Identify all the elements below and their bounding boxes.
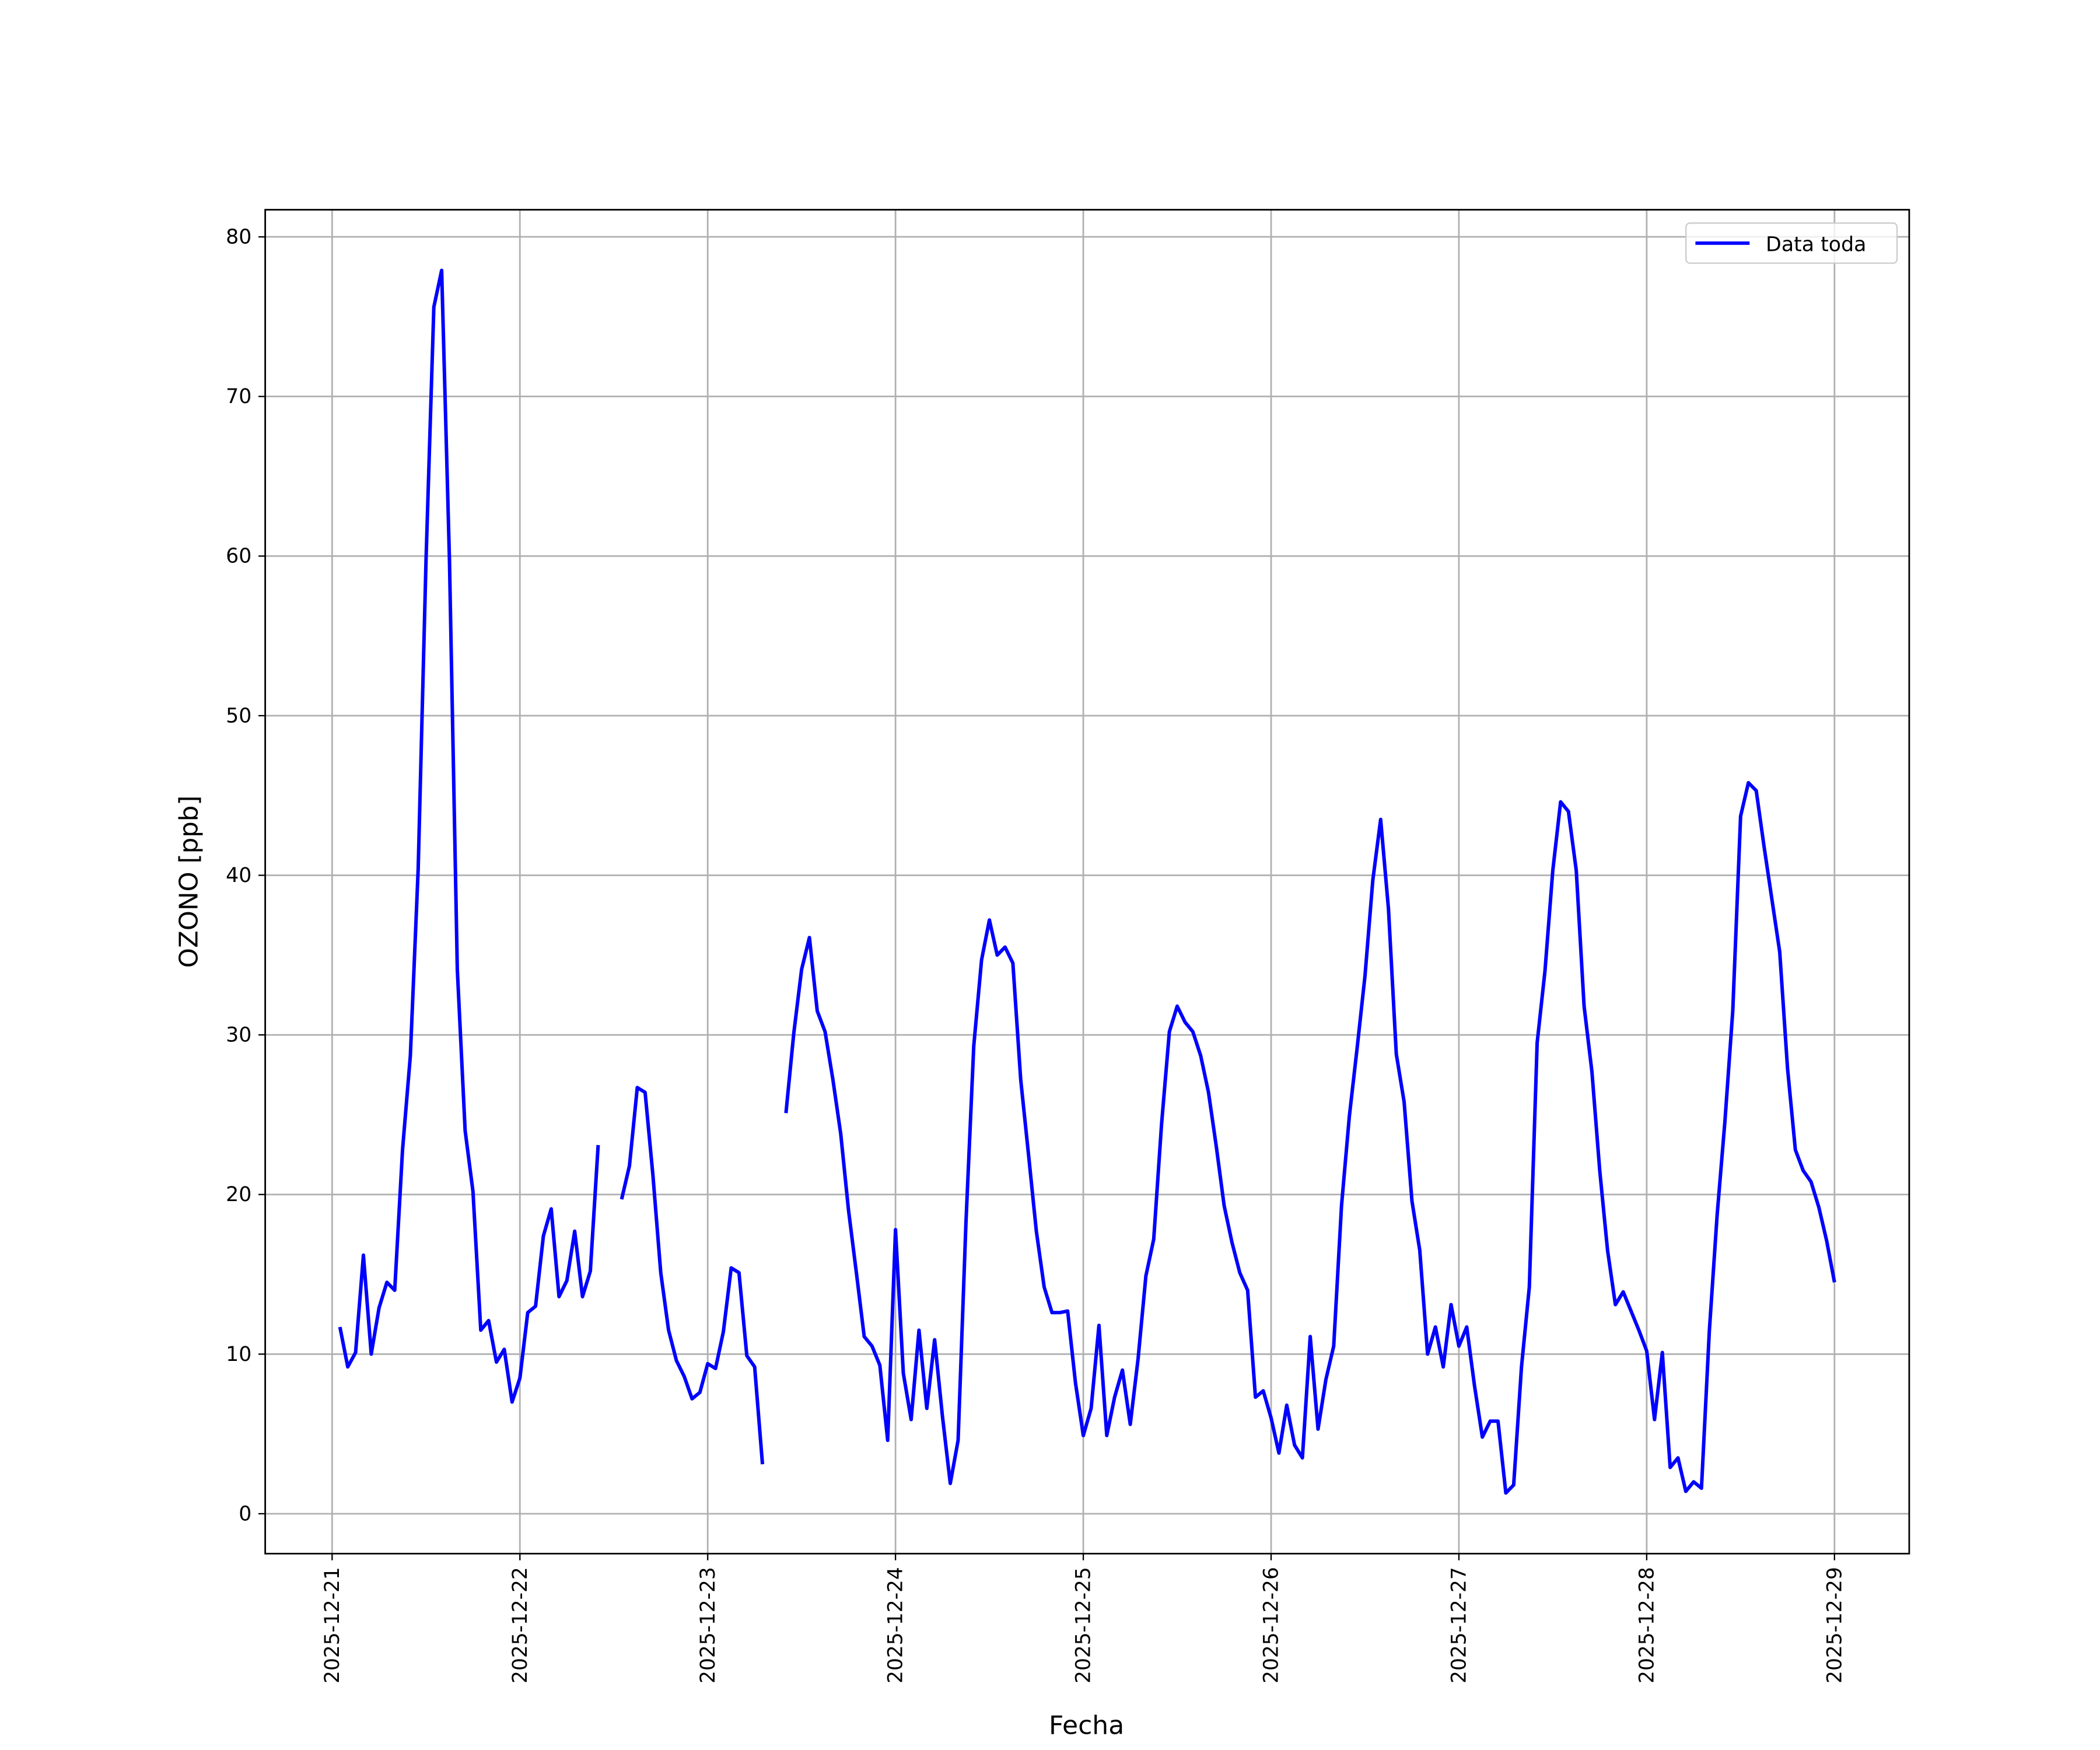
series [338,268,1836,1495]
y-tick-label: 60 [226,545,251,568]
x-tick-label: 2025-12-21 [321,1567,344,1684]
y-tick-label: 0 [239,1503,251,1526]
plot-frame [264,209,1910,1555]
data-line [338,268,1836,1495]
y-tick-label: 50 [226,705,251,728]
legend: Data toda [1685,222,1898,264]
legend-box [1685,222,1898,264]
x-tick-label: 2025-12-26 [1259,1567,1283,1684]
x-tick-label: 2025-12-29 [1823,1567,1846,1684]
x-tick-label: 2025-12-25 [1072,1567,1095,1684]
grid [265,209,1909,1554]
y-tick-label: 70 [226,385,251,408]
y-tick-label: 10 [226,1343,251,1366]
x-tick-label: 2025-12-24 [884,1567,908,1684]
y-tick-label: 30 [226,1024,251,1047]
y-tick-label: 40 [226,864,251,887]
x-axis-label: Fecha [1049,1711,1124,1741]
y-axis-label: OZONO [ppb] [174,796,204,968]
y-tick-label: 20 [226,1183,251,1206]
x-tick-label: 2025-12-22 [509,1567,532,1684]
legend-label: Data toda [1766,233,1866,257]
y-tick-label: 80 [226,226,251,249]
x-tick-label: 2025-12-28 [1635,1567,1658,1684]
plot-area [265,209,1909,1554]
x-tick-label: 2025-12-23 [696,1567,720,1684]
x-tick-label: 2025-12-27 [1447,1567,1471,1684]
